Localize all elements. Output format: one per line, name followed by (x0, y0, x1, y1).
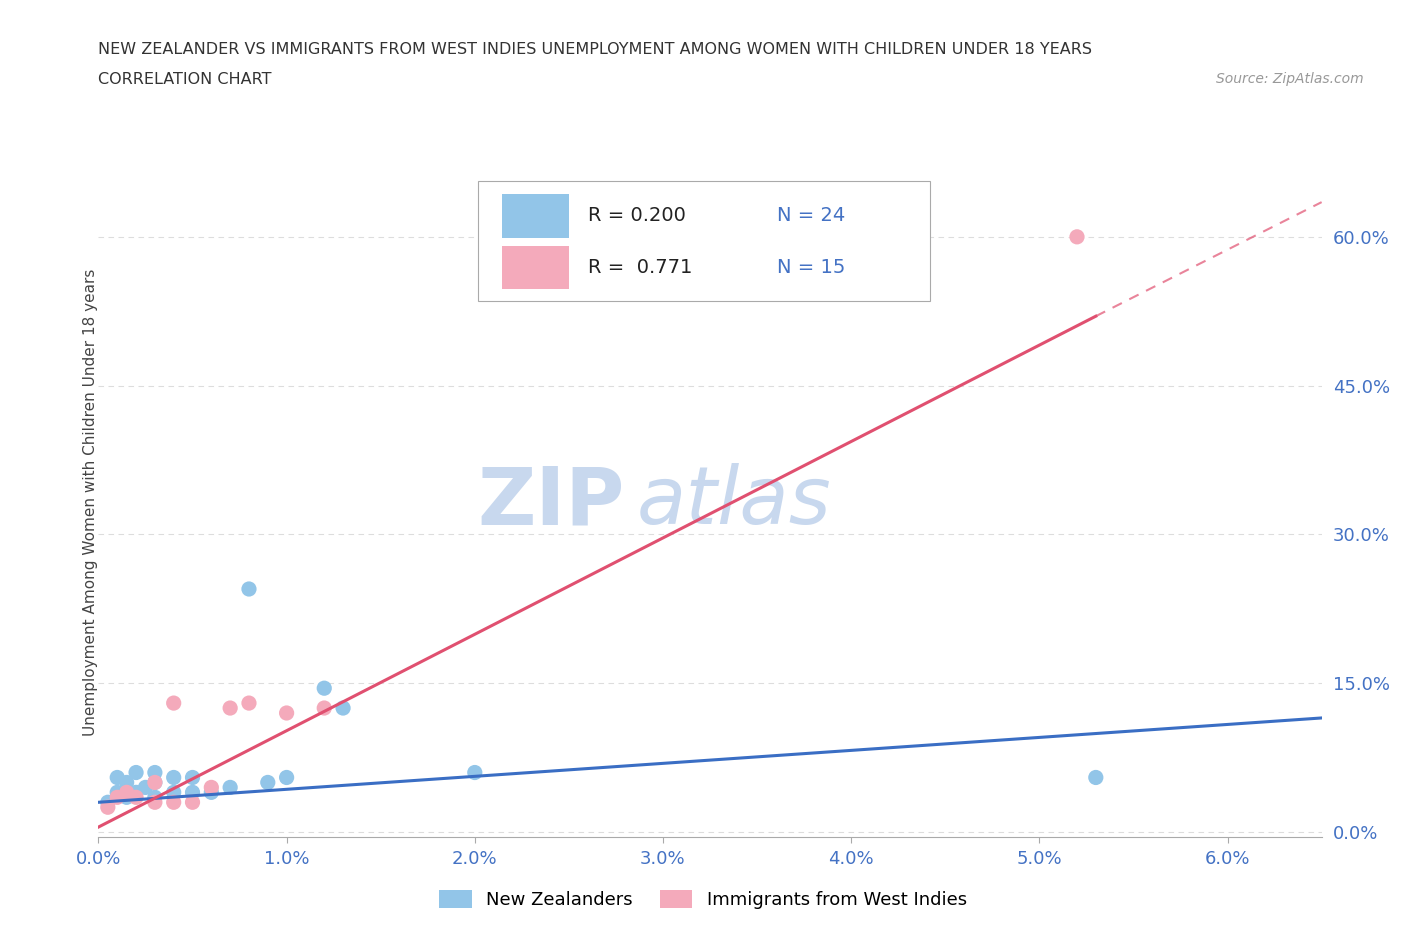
Point (276, 770, 298, 785)
Point (125, 790, 148, 804)
Point (1084, 770, 1107, 785)
Point (219, 700, 242, 715)
Text: R = 0.200: R = 0.200 (588, 206, 686, 225)
Text: CORRELATION CHART: CORRELATION CHART (98, 72, 271, 86)
Point (163, 696, 186, 711)
Text: ZIP: ZIP (477, 463, 624, 541)
Point (238, 581, 260, 596)
Point (163, 795, 186, 810)
Legend: New Zealanders, Immigrants from West Indies: New Zealanders, Immigrants from West Ind… (432, 883, 974, 916)
Point (1066, 230, 1088, 245)
FancyBboxPatch shape (502, 246, 569, 289)
Point (238, 696, 260, 711)
Point (105, 770, 128, 785)
Text: N = 15: N = 15 (778, 259, 845, 277)
Point (200, 785, 222, 800)
Point (314, 700, 336, 715)
Point (143, 775, 166, 790)
Point (97, 800, 120, 815)
Y-axis label: Unemployment Among Women with Children Under 18 years: Unemployment Among Women with Children U… (83, 269, 97, 736)
Point (219, 780, 242, 795)
Point (181, 785, 204, 800)
Text: atlas: atlas (637, 463, 831, 541)
Text: NEW ZEALANDER VS IMMIGRANTS FROM WEST INDIES UNEMPLOYMENT AMONG WOMEN WITH CHILD: NEW ZEALANDER VS IMMIGRANTS FROM WEST IN… (98, 42, 1092, 57)
Point (105, 790, 128, 804)
Point (105, 785, 128, 800)
Point (143, 795, 166, 810)
Point (143, 765, 166, 780)
Text: Source: ZipAtlas.com: Source: ZipAtlas.com (1216, 72, 1364, 86)
Text: N = 24: N = 24 (778, 206, 845, 225)
Point (181, 770, 204, 785)
FancyBboxPatch shape (478, 180, 931, 301)
FancyBboxPatch shape (502, 194, 569, 238)
Point (181, 795, 204, 810)
Point (163, 770, 186, 785)
Point (115, 775, 138, 790)
Point (464, 765, 486, 780)
Point (143, 775, 166, 790)
Point (97, 795, 120, 810)
Point (332, 700, 354, 715)
Point (256, 775, 278, 790)
Point (276, 706, 298, 721)
Point (163, 785, 186, 800)
Point (125, 765, 148, 780)
Text: R =  0.771: R = 0.771 (588, 259, 692, 277)
Point (125, 785, 148, 800)
Point (314, 681, 336, 696)
Point (115, 790, 138, 804)
Point (115, 785, 138, 800)
Point (200, 780, 222, 795)
Point (143, 790, 166, 804)
Point (134, 780, 156, 795)
